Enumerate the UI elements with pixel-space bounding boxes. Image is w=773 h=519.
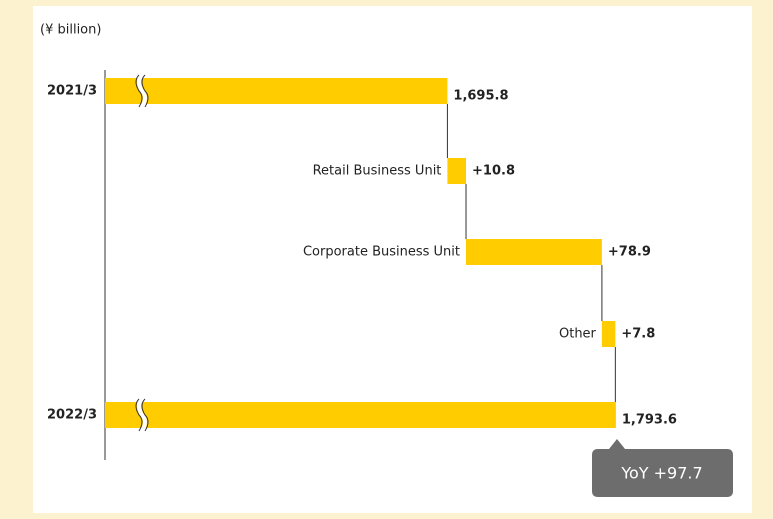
value-label: +78.9 (608, 245, 651, 260)
axis-break (137, 397, 147, 433)
bar (466, 239, 602, 265)
value-label: +7.8 (621, 327, 655, 342)
callout-box (592, 439, 733, 497)
axis-break (137, 73, 147, 109)
unit-label: (¥ billion) (40, 23, 101, 38)
bar (105, 402, 616, 428)
bar (105, 78, 448, 104)
bar (601, 321, 616, 347)
annotation-callout: YoY +97.7 (592, 439, 733, 497)
category-label: 2021/3 (47, 84, 97, 99)
bar (447, 158, 467, 184)
category-label: 2022/3 (47, 408, 97, 423)
category-label: Retail Business Unit (313, 164, 442, 179)
axis-break (135, 74, 143, 108)
category-label: Other (559, 327, 597, 342)
category-label: Corporate Business Unit (303, 245, 460, 260)
value-label: 1,695.8 (453, 89, 508, 104)
axis-break (141, 74, 149, 108)
value-label: +10.8 (472, 164, 515, 179)
axis-break (135, 398, 143, 432)
axis-break (141, 398, 149, 432)
value-label: 1,793.6 (622, 413, 677, 428)
annotation-text: YoY +97.7 (620, 464, 702, 483)
